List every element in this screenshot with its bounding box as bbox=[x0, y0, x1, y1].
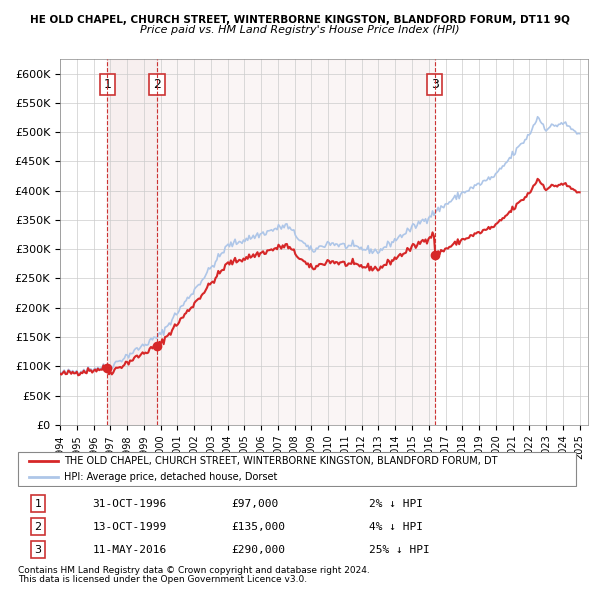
Text: THE OLD CHAPEL, CHURCH STREET, WINTERBORNE KINGSTON, BLANDFORD FORUM, DT: THE OLD CHAPEL, CHURCH STREET, WINTERBOR… bbox=[64, 456, 497, 466]
Text: £97,000: £97,000 bbox=[231, 499, 278, 509]
FancyBboxPatch shape bbox=[18, 453, 577, 486]
Text: £290,000: £290,000 bbox=[231, 545, 285, 555]
Text: This data is licensed under the Open Government Licence v3.0.: This data is licensed under the Open Gov… bbox=[18, 575, 307, 584]
Text: £135,000: £135,000 bbox=[231, 522, 285, 532]
Text: 31-OCT-1996: 31-OCT-1996 bbox=[92, 499, 167, 509]
Text: 1: 1 bbox=[103, 78, 112, 91]
Text: HE OLD CHAPEL, CHURCH STREET, WINTERBORNE KINGSTON, BLANDFORD FORUM, DT11 9Q: HE OLD CHAPEL, CHURCH STREET, WINTERBORN… bbox=[30, 15, 570, 25]
Text: 2: 2 bbox=[153, 78, 161, 91]
Text: 2: 2 bbox=[34, 522, 41, 532]
Text: HPI: Average price, detached house, Dorset: HPI: Average price, detached house, Dors… bbox=[64, 472, 277, 482]
Text: 25% ↓ HPI: 25% ↓ HPI bbox=[369, 545, 430, 555]
Text: Price paid vs. HM Land Registry's House Price Index (HPI): Price paid vs. HM Land Registry's House … bbox=[140, 25, 460, 35]
Text: 3: 3 bbox=[34, 545, 41, 555]
Text: Contains HM Land Registry data © Crown copyright and database right 2024.: Contains HM Land Registry data © Crown c… bbox=[18, 566, 370, 575]
Text: 3: 3 bbox=[431, 78, 439, 91]
Bar bbox=[107, 59, 157, 425]
Text: 2% ↓ HPI: 2% ↓ HPI bbox=[369, 499, 423, 509]
Text: 4% ↓ HPI: 4% ↓ HPI bbox=[369, 522, 423, 532]
Text: 13-OCT-1999: 13-OCT-1999 bbox=[92, 522, 167, 532]
Bar bbox=[157, 59, 435, 425]
Text: 11-MAY-2016: 11-MAY-2016 bbox=[92, 545, 167, 555]
Text: 1: 1 bbox=[34, 499, 41, 509]
